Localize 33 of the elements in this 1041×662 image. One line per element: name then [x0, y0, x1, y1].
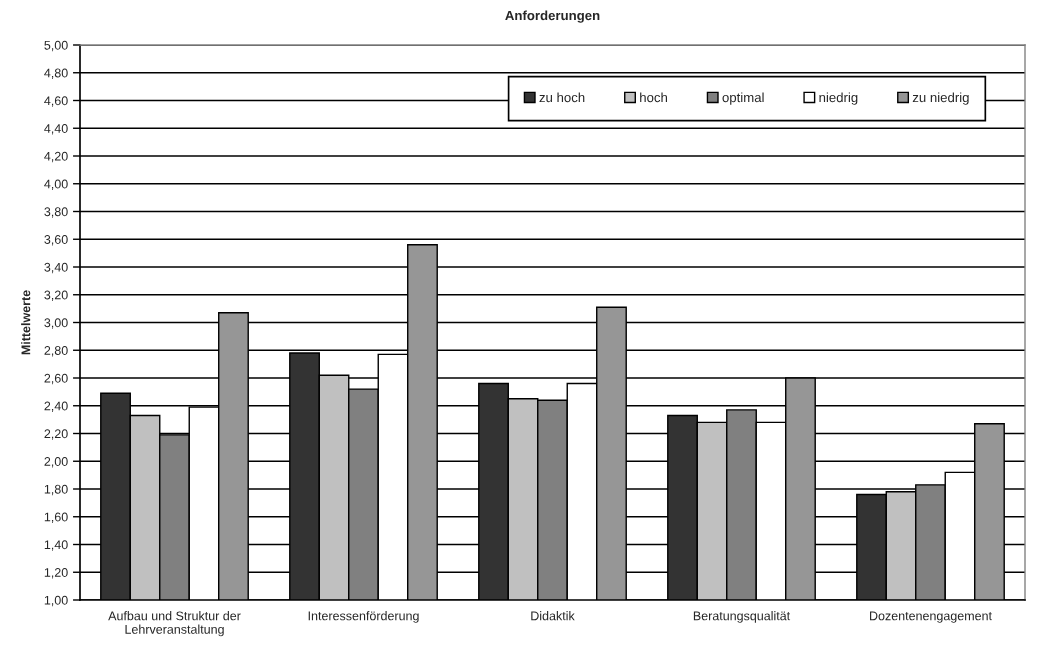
chart-title: Anforderungen — [505, 10, 600, 23]
y-tick-label: 1,80 — [44, 484, 68, 496]
y-tick-label: 5,00 — [44, 40, 68, 52]
y-tick-label: 1,20 — [44, 568, 68, 579]
y-tick-label: 4,60 — [44, 96, 68, 107]
y-axis-title: Mittelwerte — [21, 290, 31, 355]
y-tick-label: 2,40 — [44, 401, 68, 412]
y-tick-label: 2,20 — [44, 429, 68, 440]
legend-label: zu niedrig — [912, 92, 969, 105]
y-tick-label: 4,40 — [44, 124, 68, 135]
y-tick-label: 1,40 — [44, 540, 68, 551]
y-tick-label: 3,80 — [44, 207, 68, 218]
y-tick-label: 1,60 — [44, 512, 68, 523]
y-tick-label: 2,80 — [44, 346, 68, 357]
y-tick-label: 2,00 — [44, 457, 68, 468]
y-tick-label: 4,20 — [44, 151, 68, 163]
legend-label: niedrig — [819, 92, 858, 105]
y-tick-label: 3,60 — [44, 235, 68, 246]
x-tick-label: Didaktik — [531, 611, 575, 621]
y-tick-label: 3,00 — [44, 318, 68, 329]
legend-label: optimal — [722, 92, 764, 105]
y-tick-label: 3,20 — [44, 290, 68, 301]
y-tick-label: 4,00 — [44, 179, 68, 190]
y-tick-label: 3,40 — [44, 262, 68, 274]
x-tick-label: Dozentenengagement — [870, 611, 992, 623]
y-tick-label: 2,60 — [44, 373, 68, 385]
legend-label: hoch — [640, 92, 668, 103]
x-tick-label: Aufbau und Struktur der Lehrveranstaltung — [108, 611, 241, 637]
y-tick-label: 1,00 — [44, 595, 68, 607]
legend-label: zu hoch — [539, 92, 585, 103]
x-tick-label: Beratungsqualität — [693, 611, 791, 623]
y-tick-label: 4,80 — [44, 68, 68, 79]
x-tick-label: Interessenförderung — [308, 611, 419, 623]
